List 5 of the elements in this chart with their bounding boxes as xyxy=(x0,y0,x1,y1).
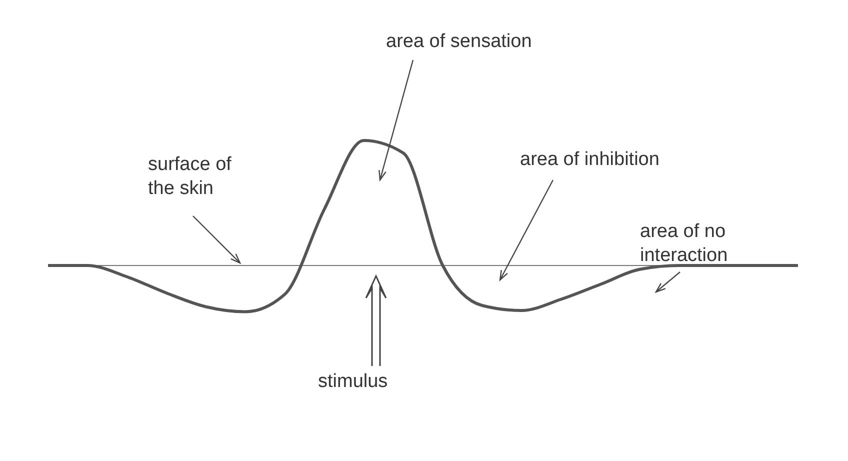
text: stimulus xyxy=(318,370,389,394)
annotation: surface of the skin xyxy=(148,153,232,201)
annotation: area of inhibition xyxy=(520,148,660,172)
annotation: area of no interaction xyxy=(640,220,729,268)
text: area of sensation xyxy=(386,30,533,54)
